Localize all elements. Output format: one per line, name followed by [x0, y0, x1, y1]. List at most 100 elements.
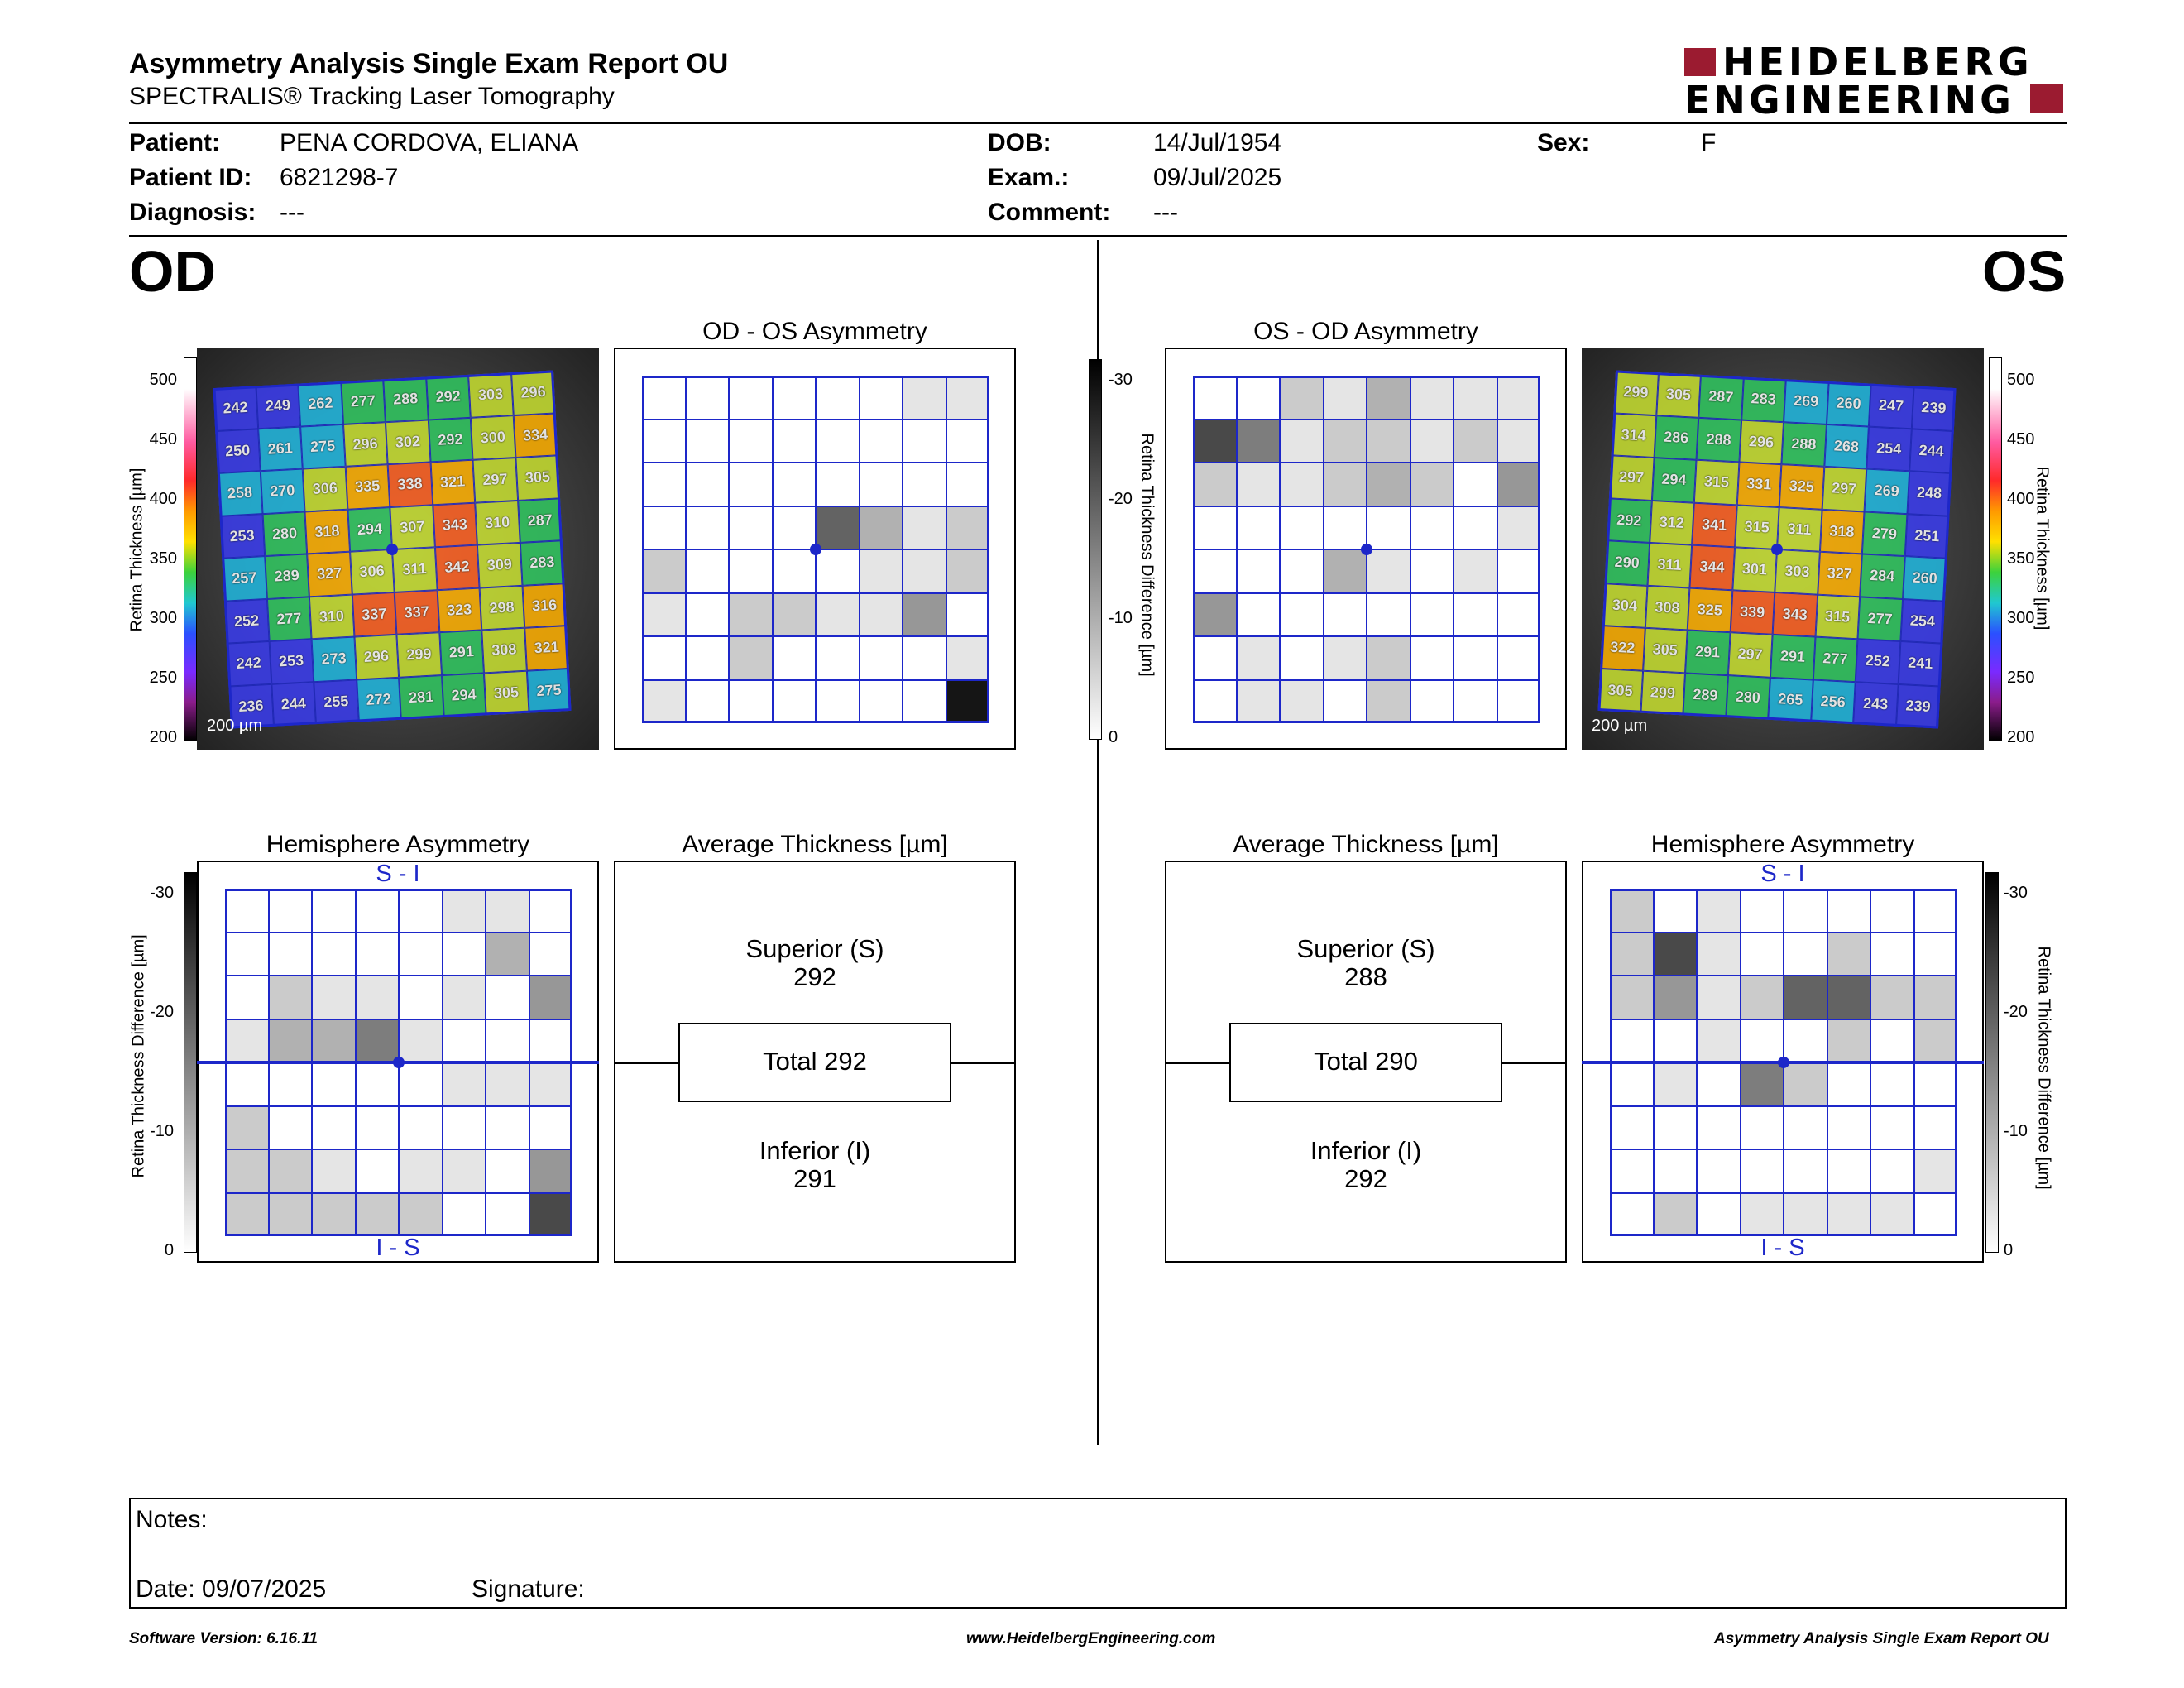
od-hemi-grid-cell [529, 1019, 572, 1062]
os-avg-title: Average Thickness [µm] [1233, 831, 1499, 858]
logo-line1: HEIDELBERG [1722, 40, 2033, 84]
od-asym-grid-cell [685, 549, 729, 593]
diagnosis-label: Diagnosis: [129, 199, 256, 226]
od-asym-grid-cell [816, 592, 860, 636]
os-hemi-grid-cell [1827, 1192, 1870, 1236]
center-divider [1097, 240, 1099, 1445]
od-hemi-grid-cell [529, 1105, 572, 1149]
os-hemi-grid-cell [1827, 1105, 1870, 1149]
od-hemi-grid-cell [486, 932, 529, 976]
os-hemi-grid-cell [1784, 976, 1827, 1019]
od-hemi-grid-cell [312, 1062, 356, 1106]
od-hemi-grid-cell [442, 976, 486, 1019]
od-hemi-grid-cell [486, 1062, 529, 1106]
od-asym-grid-cell [903, 549, 946, 593]
os-asym-grid-cell [1454, 463, 1497, 506]
od-asym-grid-cell [946, 636, 989, 680]
os-asym-grid-cell [1367, 506, 1410, 549]
os-hemi-grid-cell [1827, 932, 1870, 976]
od-hemi-grid-cell [399, 976, 443, 1019]
od-asym-grid-cell [816, 506, 860, 549]
os-hemi-grid-cell [1740, 1192, 1784, 1236]
od-hemi-tick: -30 [150, 884, 174, 902]
od-asym-grid-cell [903, 506, 946, 549]
od-asym-title: OD - OS Asymmetry [702, 318, 927, 345]
os-hemi-grid-cell [1653, 1062, 1697, 1106]
os-hemi-grid-cell [1653, 976, 1697, 1019]
os-hemi-grid-cell [1870, 1149, 1914, 1193]
od-hemi-grid-cell [268, 932, 312, 976]
os-hemi-grid-cell [1610, 976, 1654, 1019]
od-hemi-grid-cell [312, 1149, 356, 1193]
os-thickness-map: 299 305 287 283 269 260 247 239 314 286 288 296 288 2… [1582, 348, 1984, 750]
od-asym-grid-cell [859, 592, 903, 636]
patient-id-label: Patient ID: [129, 164, 252, 191]
od-hemi-grid-cell [312, 932, 356, 976]
os-thickness-tick: 300 [2007, 609, 2035, 627]
os-asym-grid-cell [1454, 592, 1497, 636]
center-difference-tick: -20 [1109, 490, 1133, 508]
os-asym-grid-cell [1497, 592, 1540, 636]
os-hemi-grid-cell [1740, 1019, 1784, 1062]
sex-value: F [1701, 129, 1717, 156]
od-asym-grid-cell [772, 549, 816, 593]
os-hemi-grid-cell [1913, 932, 1957, 976]
od-hemi-tick: 0 [164, 1241, 174, 1259]
os-hemi-grid-cell [1653, 1192, 1697, 1236]
os-asym-grid-cell [1280, 506, 1324, 549]
website-link[interactable]: www.HeidelbergEngineering.com [966, 1630, 1216, 1647]
date-label: Date: 09/07/2025 [136, 1575, 327, 1603]
od-hemi-grid-cell [225, 889, 269, 933]
os-hemi-tick: -10 [2004, 1122, 2028, 1140]
os-thickness-tick: 200 [2007, 728, 2035, 746]
os-hemi-grid-cell [1827, 1149, 1870, 1193]
od-asym-grid-cell [816, 463, 860, 506]
od-hemi-grid-cell [399, 889, 443, 933]
od-asym-grid-cell [859, 549, 903, 593]
os-inferior-label: Inferior (I) [1310, 1136, 1422, 1165]
os-hemi-grid-cell [1913, 1019, 1957, 1062]
dob-value: 14/Jul/1954 [1153, 129, 1282, 156]
os-asym-grid-cell [1454, 419, 1497, 463]
od-hemi-scale [184, 872, 197, 1253]
notes-label: Notes: [136, 1506, 208, 1533]
od-asym-grid-cell [903, 376, 946, 420]
os-hemi-grid-cell [1827, 976, 1870, 1019]
od-hemi-grid-cell [355, 1192, 399, 1236]
os-asym-grid-cell [1323, 376, 1367, 420]
os-hemi-grid-cell [1827, 1062, 1870, 1106]
os-asym-grid-cell [1280, 463, 1324, 506]
od-thickness-scale [184, 357, 197, 741]
os-asym-grid-cell [1280, 636, 1324, 680]
od-hemi-grid-cell [529, 1192, 572, 1236]
os-asym-grid-cell [1410, 419, 1454, 463]
os-hemi-grid-cell [1784, 1105, 1827, 1149]
os-hemi-tick: -20 [2004, 1003, 2028, 1021]
os-asym-grid-cell [1454, 636, 1497, 680]
os-hemi-grid-cell [1697, 889, 1741, 933]
os-hemi-grid-cell [1913, 1149, 1957, 1193]
os-hemi-grid-cell [1827, 889, 1870, 933]
os-hemi-grid-cell [1697, 976, 1741, 1019]
od-superior-value: 292 [793, 962, 836, 991]
od-hemi-grid-cell [529, 932, 572, 976]
os-hemi-grid-cell [1697, 1105, 1741, 1149]
od-avg-panel: Total 292 Superior (S) 292 Inferior (I) … [614, 861, 1016, 1263]
os-fundus-grid: 299 305 287 283 269 260 247 239 314 286 288 296 288 2… [1597, 370, 1956, 729]
od-hemi-grid-cell [442, 1192, 486, 1236]
od-asym-grid-cell [772, 592, 816, 636]
os-asym-grid-cell [1367, 592, 1410, 636]
os-asym-grid-cell [1280, 592, 1324, 636]
os-hemi-axis-label: Retina Thickness Difference [µm] [2034, 946, 2053, 1190]
center-difference-tick: 0 [1109, 728, 1118, 746]
od-hemi-grid-cell [268, 1019, 312, 1062]
os-asym-grid-cell [1236, 419, 1280, 463]
os-asym-grid-cell [1454, 549, 1497, 593]
os-asym-grid-cell [1367, 636, 1410, 680]
od-fundus-grid: 242 249 262 277 288 292 303 296 250 261 275 296 302 2… [213, 370, 572, 729]
os-asym-grid-cell [1323, 636, 1367, 680]
os-hemi-grid-cell [1610, 1019, 1654, 1062]
od-asym-grid-cell [816, 636, 860, 680]
os-hemi-grid-cell [1740, 976, 1784, 1019]
os-hemi-grid-cell [1870, 1105, 1914, 1149]
